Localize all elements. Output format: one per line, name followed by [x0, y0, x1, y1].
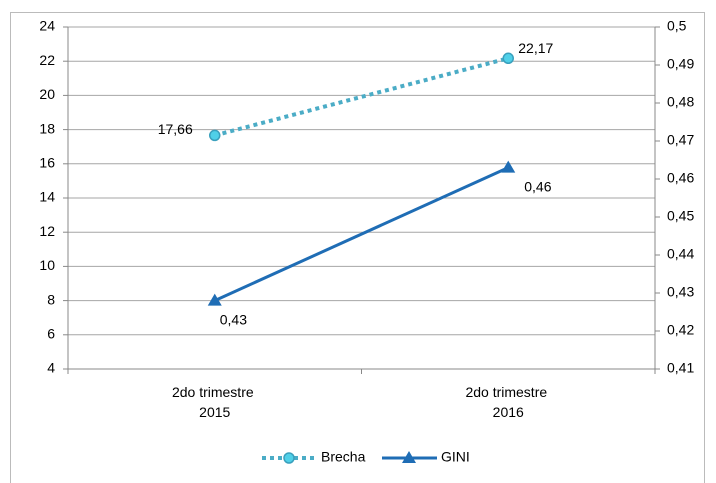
y2-tick-label: 0,5 — [667, 18, 687, 34]
series-line — [214, 166, 509, 302]
x-tick-label: 2do trimestre 2015 — [172, 384, 258, 420]
y-tick-label: 18 — [39, 120, 55, 136]
point — [501, 160, 516, 173]
y-tick-label: 4 — [47, 360, 55, 376]
data-label: 0,43 — [220, 311, 247, 327]
point — [209, 129, 221, 142]
series-line — [214, 56, 509, 138]
y-tick-label: 16 — [39, 155, 55, 171]
y2-tick-label: 0,48 — [667, 94, 694, 110]
point — [502, 52, 514, 65]
y-tick-label: 10 — [39, 257, 55, 273]
y2-tick-label: 0,41 — [667, 360, 694, 376]
point — [207, 293, 222, 306]
legend-marker — [402, 451, 416, 463]
y-tick-label: 22 — [39, 52, 55, 68]
x-tick-label: 2do trimestre 2016 — [465, 384, 551, 420]
y2-tick-label: 0,49 — [667, 56, 694, 72]
legend-label: Brecha — [321, 449, 366, 465]
legend-label: GINI — [441, 449, 470, 465]
y-tick-label: 24 — [39, 18, 55, 34]
data-label: 0,46 — [524, 178, 551, 194]
y-tick-label: 20 — [39, 86, 55, 102]
y2-tick-label: 0,43 — [667, 284, 694, 300]
y2-tick-label: 0,45 — [667, 208, 694, 224]
y2-tick-label: 0,47 — [667, 132, 694, 148]
y-tick-label: 8 — [47, 291, 55, 307]
y-tick-label: 12 — [39, 223, 55, 239]
data-label: 22,17 — [518, 40, 553, 56]
y-tick-label: 6 — [47, 326, 55, 342]
y2-tick-label: 0,42 — [667, 322, 694, 338]
y2-tick-label: 0,46 — [667, 170, 694, 186]
chart-frame — [10, 12, 705, 483]
y2-tick-label: 0,44 — [667, 246, 694, 262]
data-label: 17,66 — [158, 121, 193, 137]
y-tick-label: 14 — [39, 189, 55, 205]
legend-marker — [283, 452, 295, 464]
